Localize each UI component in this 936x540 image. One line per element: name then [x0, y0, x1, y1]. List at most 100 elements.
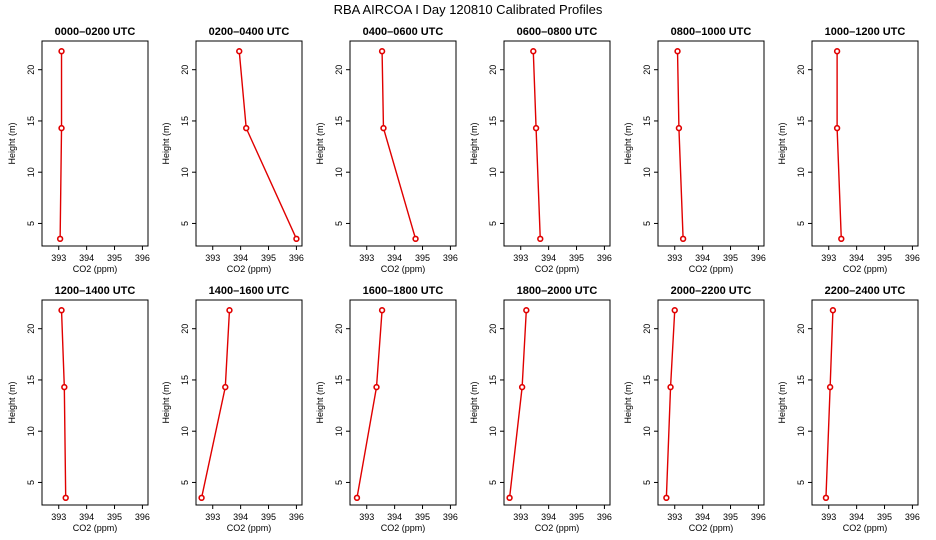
x-tick-label: 393	[821, 253, 836, 263]
x-tick-label: 394	[79, 253, 94, 263]
x-axis-label: CO2 (ppm)	[535, 264, 580, 274]
x-axis-label: CO2 (ppm)	[689, 264, 734, 274]
panel-8: 1400–1600 UTC 393 394 395 396 5 10 15 20 CO2 (ppm…	[161, 285, 304, 533]
x-tick-label: 395	[723, 253, 738, 263]
y-tick-label: 15	[488, 116, 498, 126]
data-point	[61, 383, 68, 391]
plot-frame	[41, 40, 149, 247]
data-point	[58, 48, 65, 55]
x-tick-label: 396	[443, 253, 458, 263]
x-tick-label: 395	[569, 253, 584, 263]
x-tick-label: 396	[135, 512, 150, 522]
y-tick-label: 15	[180, 375, 190, 385]
panel-title: 1200–1400 UTC	[55, 285, 136, 297]
y-axis-label: Height (m)	[7, 381, 17, 423]
y-tick-label: 10	[26, 167, 36, 177]
x-tick-label: 393	[667, 512, 682, 522]
x-tick-label: 394	[849, 253, 864, 263]
panel-6: 1000–1200 UTC 393 394 395 396 5 10 15 20 CO2 (ppm…	[777, 26, 920, 274]
panel-grid: 0000–0200 UTC 393 394 395 396 5 10 15 20 CO2 (ppm…	[7, 26, 920, 533]
x-tick-label: 393	[513, 253, 528, 263]
data-point	[822, 494, 830, 502]
x-tick-label: 394	[387, 253, 402, 263]
data-point	[671, 307, 678, 314]
x-tick-label: 396	[135, 253, 150, 263]
x-tick-label: 395	[107, 253, 122, 263]
y-tick-label: 20	[26, 65, 36, 75]
panel-title: 0800–1000 UTC	[671, 26, 752, 38]
y-axis-label: Height (m)	[623, 122, 633, 164]
plot-frame	[195, 40, 303, 247]
y-tick-label: 20	[642, 65, 652, 75]
y-tick-label: 20	[180, 65, 190, 75]
y-tick-label: 5	[796, 221, 806, 226]
data-point	[537, 235, 544, 243]
plot-frame	[503, 299, 611, 506]
data-point	[838, 235, 845, 243]
panel-title: 2000–2200 UTC	[671, 285, 752, 297]
y-axis-label: Height (m)	[469, 381, 479, 423]
y-tick-label: 10	[796, 426, 806, 436]
x-tick-label: 395	[877, 512, 892, 522]
data-point	[679, 235, 687, 243]
panel-7: 1200–1400 UTC 393 394 395 396 5 10 15 20 CO2 (ppm…	[7, 285, 150, 533]
x-tick-label: 393	[205, 512, 220, 522]
x-tick-label: 393	[359, 253, 374, 263]
x-tick-label: 395	[569, 512, 584, 522]
x-tick-label: 393	[51, 253, 66, 263]
data-point	[378, 48, 386, 55]
y-tick-label: 5	[642, 221, 652, 226]
y-tick-label: 20	[488, 65, 498, 75]
panel-title: 0000–0200 UTC	[55, 26, 136, 38]
plot-frame	[657, 299, 765, 506]
data-point	[412, 235, 419, 243]
x-tick-label: 396	[905, 253, 920, 263]
y-tick-label: 5	[26, 221, 36, 226]
x-axis-label: CO2 (ppm)	[535, 523, 580, 533]
panel-2: 0200–0400 UTC 393 394 395 396 5 10 15 20 CO2 (ppm…	[161, 26, 304, 274]
x-tick-label: 393	[51, 512, 66, 522]
x-axis-label: CO2 (ppm)	[227, 523, 272, 533]
x-axis-label: CO2 (ppm)	[227, 264, 272, 274]
x-axis-label: CO2 (ppm)	[73, 264, 118, 274]
data-point	[829, 307, 837, 314]
plot-frame	[349, 40, 457, 247]
x-tick-label: 395	[723, 512, 738, 522]
panel-4: 0600–0800 UTC 393 394 395 396 5 10 15 20 CO2 (ppm…	[469, 26, 612, 274]
panel-title: 0600–0800 UTC	[517, 26, 598, 38]
panel-12: 2200–2400 UTC 393 394 395 396 5 10 15 20 CO2 (ppm…	[777, 285, 920, 533]
y-tick-label: 15	[488, 375, 498, 385]
x-axis-label: CO2 (ppm)	[843, 264, 888, 274]
panel-title: 1800–2000 UTC	[517, 285, 598, 297]
y-tick-label: 5	[642, 480, 652, 485]
x-tick-label: 393	[821, 512, 836, 522]
data-point	[674, 48, 681, 55]
x-tick-label: 394	[541, 512, 556, 522]
y-tick-label: 20	[334, 324, 344, 334]
data-point	[518, 383, 526, 391]
y-tick-label: 15	[180, 116, 190, 126]
plot-frame	[503, 40, 611, 247]
y-tick-label: 20	[796, 324, 806, 334]
y-tick-label: 5	[180, 480, 190, 485]
x-tick-label: 394	[849, 512, 864, 522]
x-tick-label: 394	[387, 512, 402, 522]
y-axis-label: Height (m)	[315, 122, 325, 164]
y-tick-label: 15	[334, 116, 344, 126]
y-tick-label: 10	[180, 167, 190, 177]
x-tick-label: 393	[205, 253, 220, 263]
y-tick-label: 20	[796, 65, 806, 75]
x-axis-label: CO2 (ppm)	[843, 523, 888, 533]
data-point	[506, 494, 513, 502]
plot-frame	[41, 299, 149, 506]
y-tick-label: 20	[180, 324, 190, 334]
y-tick-label: 10	[26, 426, 36, 436]
data-point	[58, 124, 65, 132]
panel-5: 0800–1000 UTC 393 394 395 396 5 10 15 20 CO2 (ppm…	[623, 26, 766, 274]
y-axis-label: Height (m)	[777, 122, 787, 164]
y-tick-label: 20	[334, 65, 344, 75]
panel-9: 1600–1800 UTC 393 394 395 396 5 10 15 20 CO2 (ppm…	[315, 285, 458, 533]
x-tick-label: 394	[79, 512, 94, 522]
data-point	[226, 307, 233, 314]
